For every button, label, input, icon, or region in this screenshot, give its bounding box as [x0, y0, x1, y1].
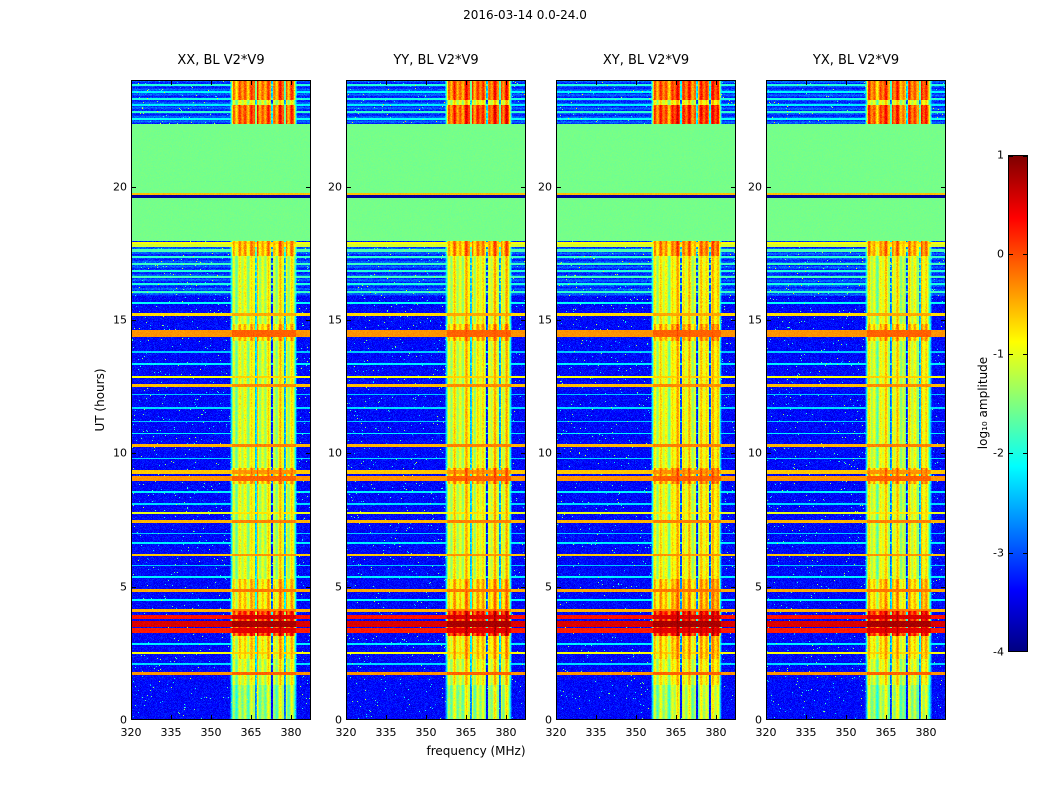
y-tick-label: 20 [113, 180, 127, 194]
x-tick-label: 380 [280, 726, 302, 739]
x-tick-label: 335 [795, 726, 817, 739]
y-tick-label: 10 [748, 446, 762, 460]
panel-title-xx: XX, BL V2*V9 [177, 53, 265, 68]
figure-title: 2016-03-14 0.0-24.0 [463, 8, 587, 22]
colorbar-tick-label: -1 [993, 347, 1004, 361]
y-tick-label: 20 [328, 180, 342, 194]
colorbar-label: log₁₀ amplitude [976, 356, 990, 450]
colorbar-tick-label: 1 [997, 148, 1004, 162]
x-tick-label: 335 [375, 726, 397, 739]
spectrogram-panel-xy [556, 80, 736, 720]
y-tick-label: 10 [538, 446, 552, 460]
x-tick-label: 365 [240, 726, 262, 739]
y-tick-label: 5 [335, 580, 342, 594]
x-axis-label: frequency (MHz) [426, 744, 526, 758]
x-tick-label: 350 [835, 726, 857, 739]
x-tick-label: 320 [545, 726, 567, 739]
y-tick-label: 15 [748, 313, 762, 327]
y-tick-label: 15 [113, 313, 127, 327]
x-tick-label: 335 [585, 726, 607, 739]
colorbar-tick-label: -2 [993, 446, 1004, 460]
x-tick-label: 320 [335, 726, 357, 739]
colorbar [1008, 155, 1028, 652]
colorbar-tick-label: 0 [997, 247, 1004, 261]
x-tick-label: 380 [495, 726, 517, 739]
y-tick-label: 15 [328, 313, 342, 327]
x-tick-label: 365 [455, 726, 477, 739]
x-tick-label: 365 [665, 726, 687, 739]
x-tick-label: 365 [875, 726, 897, 739]
y-tick-label: 5 [755, 580, 762, 594]
x-tick-label: 350 [415, 726, 437, 739]
panel-title-xy: XY, BL V2*V9 [602, 53, 690, 68]
x-tick-label: 335 [160, 726, 182, 739]
spectrogram-panel-yy [346, 80, 526, 720]
y-tick-label: 10 [328, 446, 342, 460]
x-tick-label: 380 [915, 726, 937, 739]
y-tick-label: 0 [120, 713, 127, 727]
y-tick-label: 20 [538, 180, 552, 194]
y-tick-label: 5 [120, 580, 127, 594]
y-tick-label: 10 [113, 446, 127, 460]
x-tick-label: 320 [120, 726, 142, 739]
y-tick-label: 20 [748, 180, 762, 194]
y-tick-label: 15 [538, 313, 552, 327]
panel-title-yx: YX, BL V2*V9 [812, 53, 900, 68]
y-tick-label: 5 [545, 580, 552, 594]
panel-title-yy: YY, BL V2*V9 [393, 53, 479, 68]
y-tick-label: 0 [755, 713, 762, 727]
spectrogram-panel-xx [131, 80, 311, 720]
colorbar-tick-label: -3 [993, 546, 1004, 560]
x-tick-label: 350 [200, 726, 222, 739]
colorbar-tick-label: -4 [993, 645, 1004, 659]
y-axis-label: UT (hours) [93, 368, 107, 432]
spectrogram-panel-yx [766, 80, 946, 720]
y-tick-label: 0 [335, 713, 342, 727]
x-tick-label: 350 [625, 726, 647, 739]
x-tick-label: 380 [705, 726, 727, 739]
x-tick-label: 320 [755, 726, 777, 739]
y-tick-label: 0 [545, 713, 552, 727]
